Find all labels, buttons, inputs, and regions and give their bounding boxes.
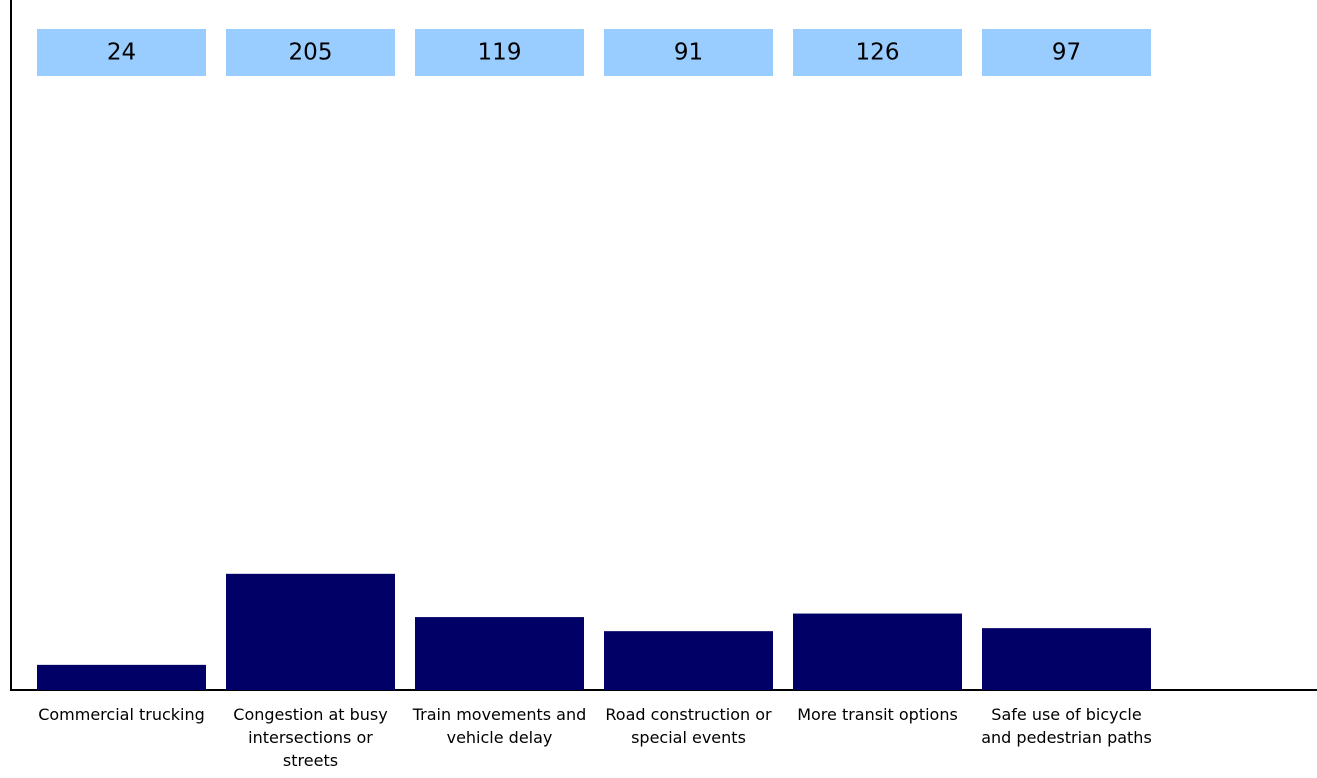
bar	[37, 664, 206, 690]
value-label-box	[793, 29, 962, 76]
x-tick-label: Safe use of bicycle and pedestrian paths	[981, 705, 1152, 747]
value-label-box	[604, 29, 773, 76]
bar	[415, 617, 584, 690]
x-tick-label: Congestion at busy intersections or stre…	[233, 705, 388, 770]
x-tick-label: Train movements and vehicle delay	[412, 705, 587, 747]
value-label: 126	[856, 40, 900, 66]
x-tick-label: Road construction or special events	[605, 705, 772, 747]
value-label-box	[415, 29, 584, 76]
value-label: 24	[107, 40, 136, 66]
bar	[604, 631, 773, 690]
value-label: 97	[1052, 40, 1081, 66]
x-tick-label: More transit options	[797, 705, 958, 724]
value-label-box	[226, 29, 395, 76]
value-label-box	[982, 29, 1151, 76]
value-label: 205	[289, 40, 333, 66]
x-tick-label: Commercial trucking	[38, 705, 205, 724]
bar	[793, 613, 962, 690]
value-label-box	[37, 29, 206, 76]
bar	[226, 573, 395, 690]
value-label: 119	[478, 40, 522, 66]
bar	[982, 628, 1151, 690]
value-label: 91	[674, 40, 703, 66]
